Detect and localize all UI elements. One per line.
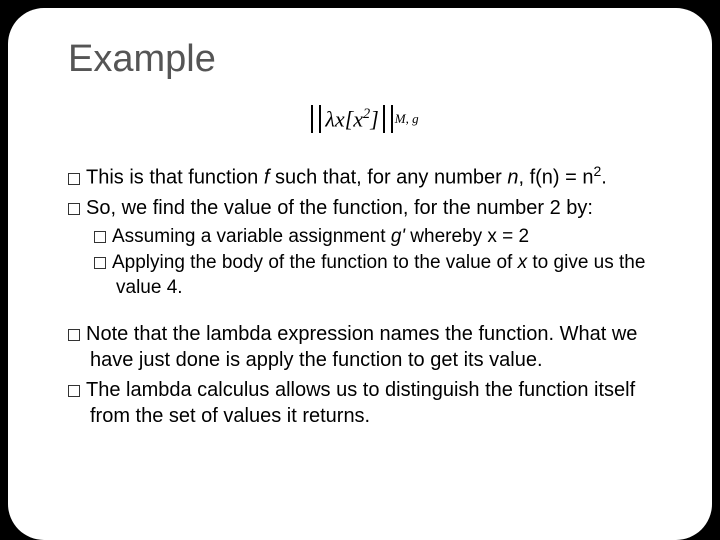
bullet-2: So, we find the value of the function, f…: [68, 195, 662, 221]
bullet-2a: Assuming a variable assignment g' whereb…: [94, 225, 662, 250]
formula-superscript: M, g: [395, 111, 419, 127]
formula-var: x: [353, 106, 363, 131]
checkbox-icon: [68, 203, 80, 215]
bullet-list: This is that function f such that, for a…: [68, 162, 662, 429]
checkbox-icon: [68, 173, 80, 185]
checkbox-icon: [94, 257, 106, 269]
checkbox-icon: [94, 231, 106, 243]
formula-exp: 2: [363, 106, 370, 122]
bullet-2b: Applying the body of the function to the…: [94, 251, 662, 300]
lambda-formula: λx[x2] M, g: [68, 105, 662, 138]
slide-title: Example: [68, 38, 662, 81]
bullet-1: This is that function f such that, for a…: [68, 162, 662, 191]
checkbox-icon: [68, 329, 80, 341]
formula-lambda: λx: [325, 106, 344, 131]
checkbox-icon: [68, 385, 80, 397]
slide-frame: Example λx[x2] M, g This is that functio…: [8, 8, 712, 540]
bullet-4: The lambda calculus allows us to disting…: [68, 377, 662, 429]
bullet-3: Note that the lambda expression names th…: [68, 321, 662, 373]
